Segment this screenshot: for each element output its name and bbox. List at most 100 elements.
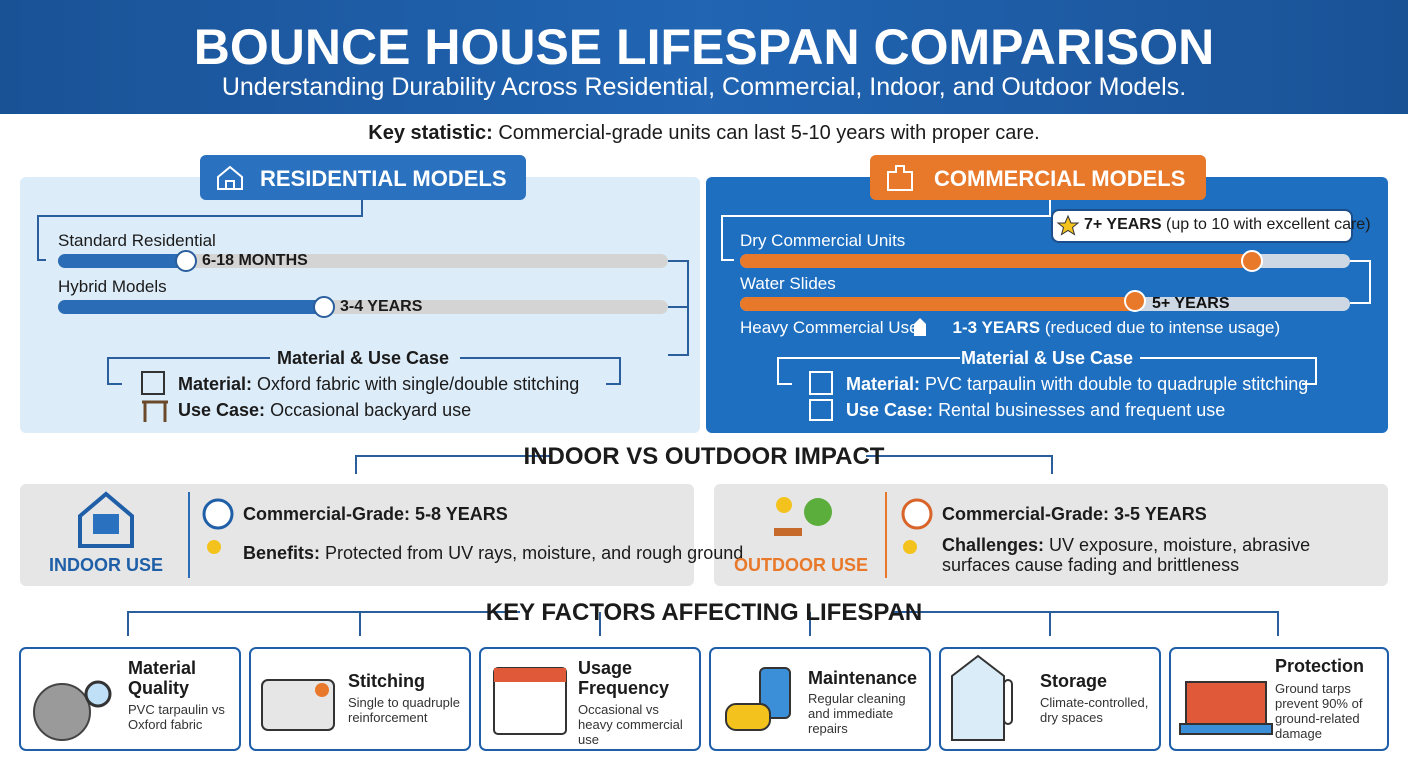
fabric-icon bbox=[809, 371, 833, 395]
item-duration: 5+ YEARS bbox=[1152, 295, 1230, 312]
callout: 7+ YEARS (up to 10 with excellent care) bbox=[1084, 216, 1371, 234]
water-marker bbox=[1124, 290, 1146, 312]
outdoor-box bbox=[714, 484, 1388, 586]
callout-box bbox=[1051, 209, 1353, 243]
key-stat-label: Key statistic: bbox=[368, 122, 493, 144]
outdoor-label: OUTDOOR USE bbox=[733, 555, 868, 575]
star-marker bbox=[1241, 250, 1263, 272]
page-title: BOUNCE HOUSE LIFESPAN COMPARISON bbox=[193, 19, 1215, 75]
material-text: Oxford fabric with single/double stitchi… bbox=[257, 374, 580, 394]
clock-icon bbox=[202, 498, 234, 530]
factor-text: Occasional vs heavy commercial use bbox=[578, 702, 683, 747]
connector bbox=[777, 357, 1317, 385]
house-icon bbox=[217, 165, 243, 190]
key-stat: Key statistic: Commercial-grade units ca… bbox=[0, 122, 1408, 145]
section-title: Material & Use Case bbox=[276, 348, 450, 368]
factor-text: Ground tarps prevent 90% of ground-relat… bbox=[1275, 681, 1363, 741]
impact-title: INDOOR VS OUTDOOR IMPACT bbox=[523, 443, 885, 470]
factor-title: Material Quality bbox=[128, 658, 197, 698]
clock-icon bbox=[313, 296, 335, 318]
tree-icon bbox=[804, 498, 832, 526]
factor-text: Single to quadruple reinforcement bbox=[348, 695, 461, 725]
sun-icon bbox=[903, 540, 917, 554]
store-icon bbox=[809, 399, 833, 421]
residential-badge bbox=[200, 155, 526, 200]
callout-text: (up to 10 with excellent care) bbox=[1165, 216, 1371, 233]
connector bbox=[127, 611, 1279, 636]
use-text: Occasional backyard use bbox=[270, 400, 472, 420]
sun-icon bbox=[207, 540, 221, 554]
benefits-label: Benefits: bbox=[243, 543, 321, 563]
benefits-text: Protected from UV rays, moisture, and ro… bbox=[325, 543, 744, 563]
key-stat-text: Commercial-grade units can last 5-10 yea… bbox=[498, 122, 1040, 144]
sun-icon bbox=[776, 497, 792, 513]
commercial-title: COMMERCIAL MODELS bbox=[934, 166, 1186, 191]
bar-fill bbox=[740, 254, 1252, 268]
challenges-label: Challenges: bbox=[942, 535, 1045, 555]
use-label: Use Case: bbox=[846, 400, 934, 420]
heavy-use: Heavy Commercial Use 1-3 YEARS (reduced d… bbox=[740, 318, 1280, 338]
factor-title: Maintenance bbox=[808, 668, 918, 688]
star-icon bbox=[1056, 214, 1080, 236]
callout-bold: 7+ YEARS bbox=[1084, 216, 1162, 233]
bar-fill bbox=[58, 254, 186, 268]
material-text: PVC tarpaulin with double to quadruple s… bbox=[925, 374, 1309, 394]
item-name: Heavy Commercial Use bbox=[740, 318, 919, 337]
outdoor-challenges: Challenges: UV exposure, moisture, abras… bbox=[942, 535, 1362, 575]
item-duration: 6-18 MONTHS bbox=[202, 252, 308, 269]
connector bbox=[355, 455, 1053, 474]
wheel-icon bbox=[315, 683, 329, 697]
clock-icon bbox=[901, 498, 933, 530]
material-line: Material: Oxford fabric with single/doub… bbox=[178, 374, 579, 395]
factors-title: KEY FACTORS AFFECTING LIFESPAN bbox=[485, 599, 923, 626]
table-icon bbox=[142, 400, 168, 422]
item-name: Hybrid Models bbox=[58, 277, 167, 296]
factor-title: Stitching bbox=[348, 671, 425, 691]
indoor-house-icon bbox=[78, 491, 134, 548]
item-name: Standard Residential bbox=[58, 231, 216, 250]
fabric-roll-icon bbox=[33, 683, 91, 741]
use-line: Use Case: Occasional backyard use bbox=[178, 400, 471, 421]
fabric-icon bbox=[141, 371, 165, 395]
indoor-benefits: Benefits: Protected from UV rays, moistu… bbox=[243, 543, 743, 564]
item-note: (reduced due to intense usage) bbox=[1044, 318, 1281, 337]
factor-title: Usage Frequency bbox=[578, 658, 670, 698]
bounce-house-icon bbox=[887, 165, 913, 191]
screen-icon bbox=[93, 514, 119, 534]
item-duration: 1-3 YEARS bbox=[952, 318, 1041, 337]
magnifier-icon bbox=[84, 680, 112, 708]
use-text: Rental businesses and frequent use bbox=[938, 400, 1226, 420]
use-line: Use Case: Rental businesses and frequent… bbox=[846, 400, 1225, 421]
commercial-badge bbox=[870, 155, 1206, 200]
item-duration: 3-4 YEARS bbox=[340, 298, 423, 315]
page-subtitle: Understanding Durability Across Resident… bbox=[221, 73, 1187, 101]
weight-icon bbox=[914, 318, 926, 336]
connector bbox=[721, 200, 1051, 261]
outdoor-grade: Commercial-Grade: 3-5 YEARS bbox=[942, 504, 1207, 524]
challenges-text: UV exposure, moisture, abrasive surfaces… bbox=[942, 535, 1311, 575]
tarp-icon bbox=[1179, 723, 1273, 735]
indoor-label: INDOOR USE bbox=[48, 555, 163, 575]
section-title: Material & Use Case bbox=[960, 348, 1134, 368]
bar-fill bbox=[58, 300, 324, 314]
factor-title: Protection bbox=[1275, 656, 1365, 676]
connector bbox=[37, 200, 363, 261]
connector bbox=[107, 357, 621, 385]
use-label: Use Case: bbox=[178, 400, 266, 420]
item-name: Water Slides bbox=[740, 274, 836, 293]
storage-icon bbox=[951, 654, 1005, 741]
bar-track bbox=[58, 254, 668, 268]
material-label: Material: bbox=[178, 374, 253, 394]
material-label: Material: bbox=[846, 374, 921, 394]
residential-title: RESIDENTIAL MODELS bbox=[260, 166, 507, 191]
factor-text: PVC tarpaulin vs Oxford fabric bbox=[128, 702, 225, 732]
header-band bbox=[0, 0, 1408, 114]
factor-text: Climate-controlled, dry spaces bbox=[1040, 695, 1149, 725]
connector bbox=[1350, 260, 1371, 304]
sponge-icon bbox=[725, 703, 771, 731]
factor-title: Storage bbox=[1040, 671, 1108, 691]
spray-icon bbox=[759, 667, 791, 719]
factor-text: Regular cleaning and immediate repairs bbox=[808, 691, 906, 736]
